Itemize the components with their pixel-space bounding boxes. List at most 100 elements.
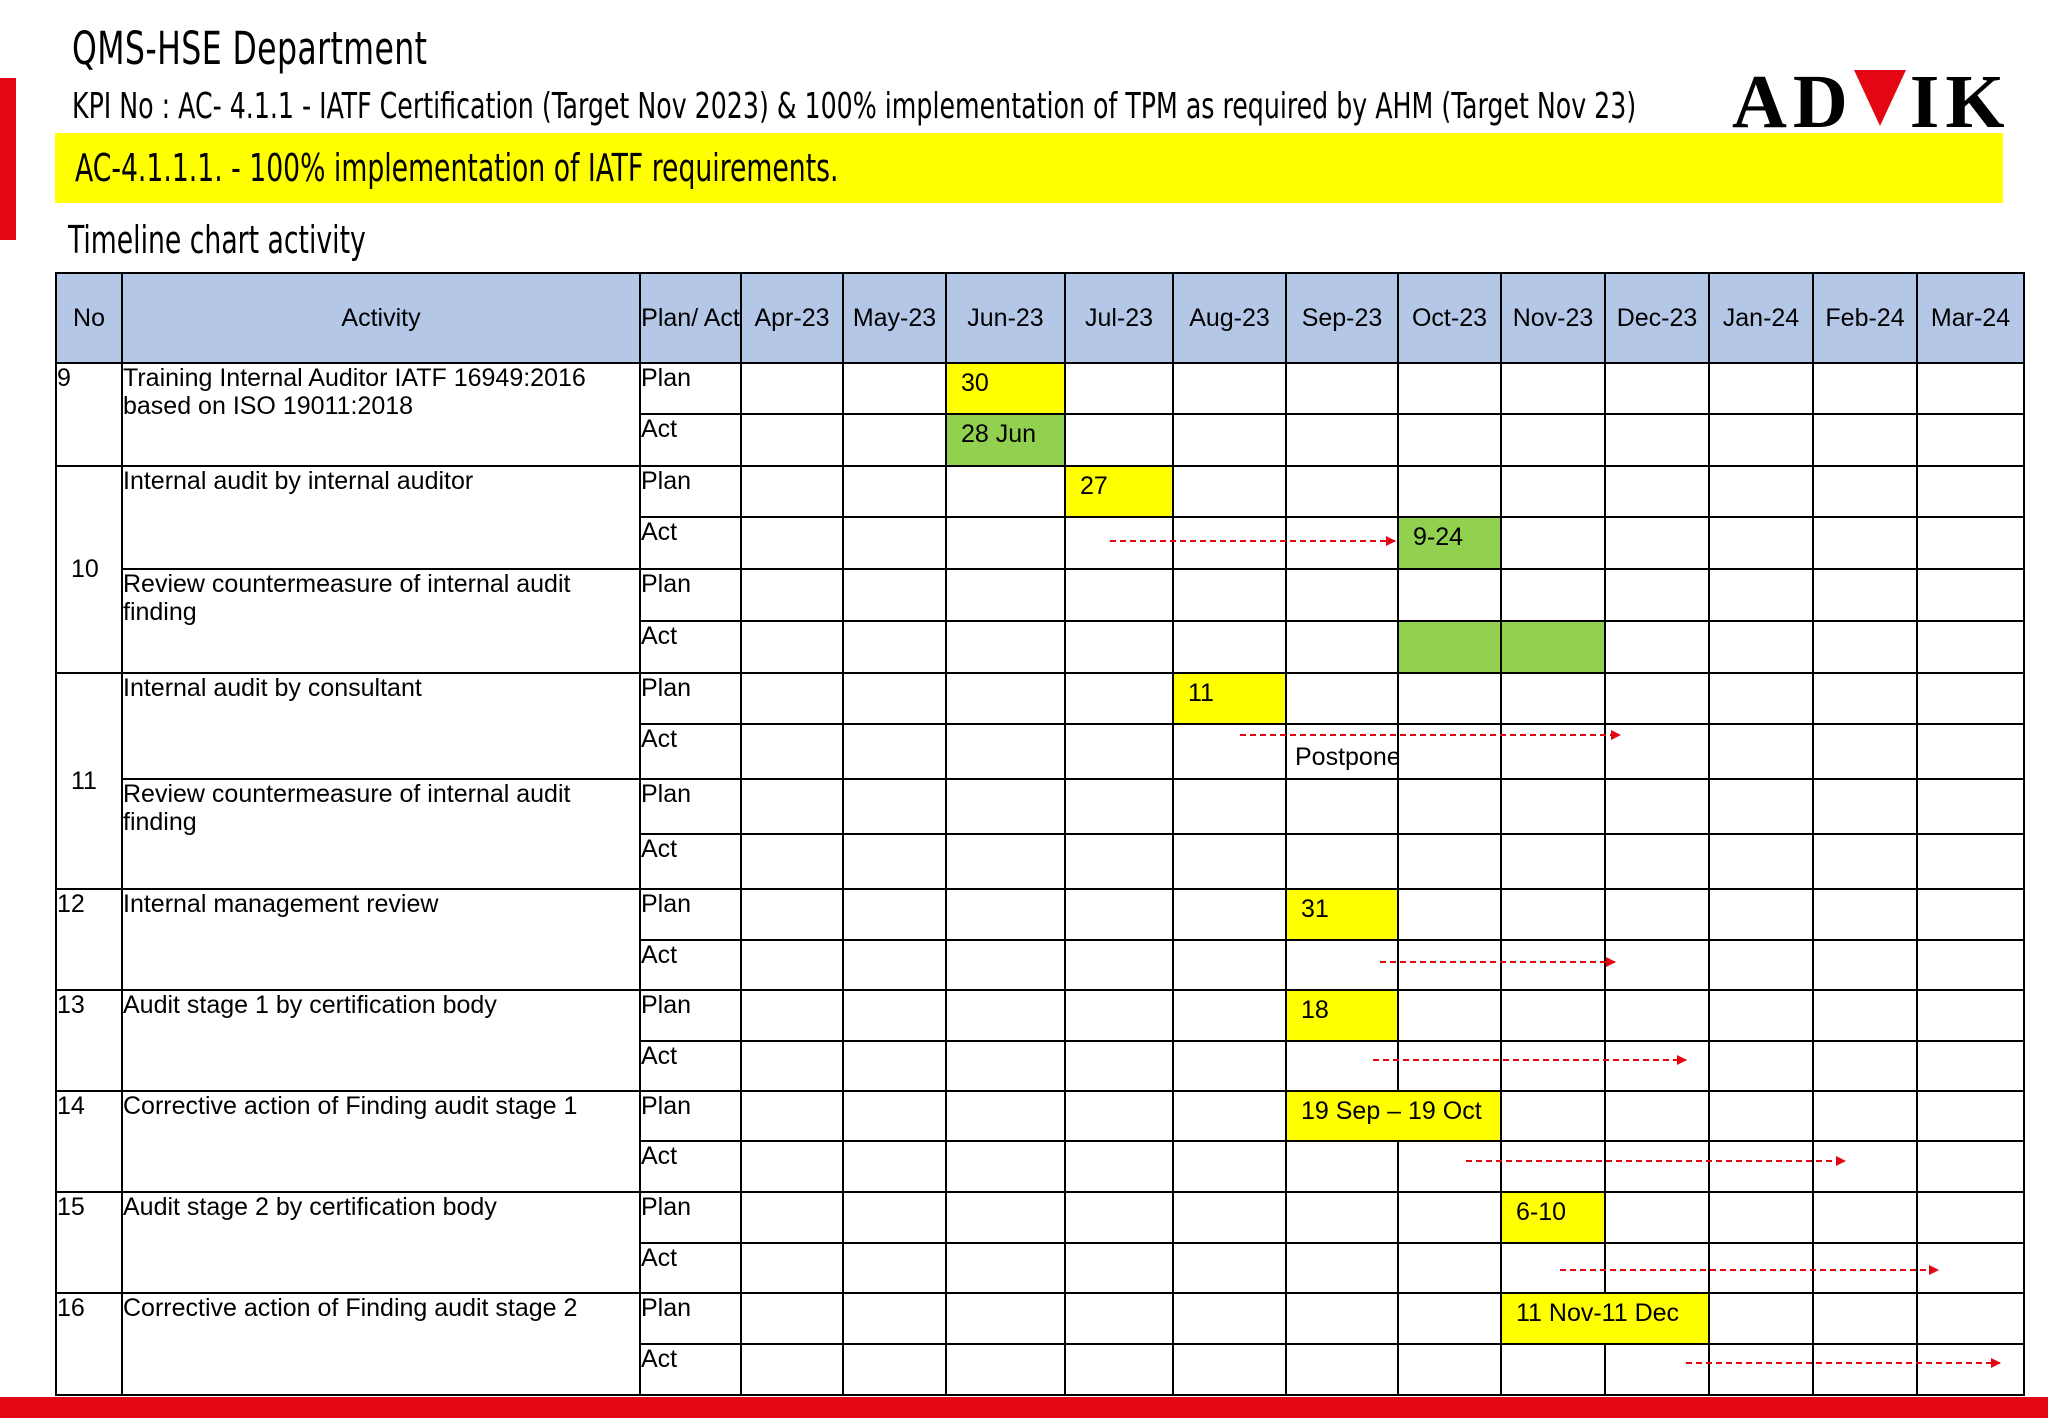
month-cell: [1916, 989, 2025, 1042]
month-cell: [1500, 939, 1606, 991]
month-cell: [1500, 1090, 1606, 1142]
month-cell: [1064, 516, 1174, 570]
month-cell: [842, 620, 947, 674]
table-row-plan: 9 Training Internal Auditor IATF 16949:20…: [55, 362, 2025, 467]
month-cell: [1397, 672, 1502, 725]
month-cell: [842, 413, 947, 467]
month-cell: [740, 723, 844, 780]
header-no: No: [55, 272, 123, 364]
month-cell: [1916, 723, 2025, 780]
month-cell: [1604, 723, 1710, 780]
plan-cell: 27: [1064, 465, 1174, 518]
kpi-line: KPI No : AC- 4.1.1 - IATF Certification …: [72, 86, 1637, 127]
month-cell: [740, 1140, 844, 1193]
month-cell: [1172, 888, 1287, 941]
table-row-plan: 13 Audit stage 1 by certification body Pla…: [55, 989, 2025, 1092]
month-cell: [1708, 989, 1814, 1042]
month-cell: [1172, 833, 1287, 890]
month-cell: [1500, 989, 1606, 1042]
month-cell: [1064, 1292, 1174, 1345]
month-cell: [945, 833, 1066, 890]
month-cell: [1708, 1191, 1814, 1244]
activity-name: Internal audit by consultant: [121, 672, 641, 780]
kpi-banner: AC-4.1.1.1. - 100% implementation of IAT…: [55, 133, 2003, 203]
month-cell: [1916, 1292, 2025, 1345]
month-cell: [1172, 1343, 1287, 1396]
header-activity: Activity: [121, 272, 641, 364]
month-cell: [1604, 1191, 1710, 1244]
month-cell: [1812, 778, 1918, 835]
cell-value: 30: [961, 369, 989, 397]
month-cell: [1916, 1140, 2025, 1193]
month-cell: [1172, 1242, 1287, 1294]
act-label: Act: [639, 1040, 742, 1092]
table-row-plan: 14 Corrective action of Finding audit sta…: [55, 1090, 2025, 1193]
month-cell: [1172, 939, 1287, 991]
header-month: Sep-23: [1285, 272, 1399, 364]
month-cell: [1500, 413, 1606, 467]
bottom-accent-bar: [0, 1397, 2048, 1418]
month-cell: [1500, 833, 1606, 890]
month-cell: [1064, 362, 1174, 415]
act-label: Act: [639, 833, 742, 890]
month-cell: [1397, 568, 1502, 622]
activity-name: Review countermeasure of internal audit …: [121, 778, 641, 890]
activity-name: Audit stage 2 by certification body: [121, 1191, 641, 1294]
month-cell: [1285, 620, 1399, 674]
month-cell: [1285, 362, 1399, 415]
month-cell: [1604, 778, 1710, 835]
month-cell: [1812, 465, 1918, 518]
plan-cell: 30: [945, 362, 1066, 415]
month-cell: [842, 672, 947, 725]
plan-cell: 19 Sep – 19 Oct: [1285, 1090, 1502, 1142]
month-cell: [842, 1040, 947, 1092]
month-cell: [842, 939, 947, 991]
month-cell: [945, 723, 1066, 780]
row-number: 14: [55, 1090, 123, 1193]
month-cell: [1812, 413, 1918, 467]
month-cell: [1812, 672, 1918, 725]
section-title: Timeline chart activity: [68, 218, 366, 262]
row-number: 11: [55, 672, 123, 890]
month-cell: [842, 1343, 947, 1396]
month-cell: [1500, 778, 1606, 835]
row-number: 13: [55, 989, 123, 1092]
table-header-row: No Activity Plan/ Act Apr-23 May-23 Jun-…: [55, 272, 2025, 364]
month-cell: [1916, 413, 2025, 467]
month-cell: [1397, 723, 1502, 780]
month-cell: [1708, 833, 1814, 890]
month-cell: [740, 568, 844, 622]
month-cell: [1916, 833, 2025, 890]
month-cell: [1285, 568, 1399, 622]
month-cell: [1500, 568, 1606, 622]
table-row-actual: Act Postpone (TBD): [56, 723, 2025, 780]
month-cell: [1812, 939, 1918, 991]
month-cell: [1812, 516, 1918, 570]
month-cell: [1708, 465, 1814, 518]
left-accent-bar: [0, 78, 16, 240]
cell-value: 18: [1301, 996, 1329, 1024]
month-cell: [1916, 1040, 2025, 1092]
month-cell: [740, 833, 844, 890]
month-cell: [1397, 1040, 1502, 1092]
table-row-actual: Act: [56, 833, 2025, 890]
plan-label: Plan: [639, 672, 742, 725]
month-cell: [1708, 723, 1814, 780]
act-label: Act: [639, 516, 742, 570]
month-cell: [945, 888, 1066, 941]
act-label: Act: [639, 939, 742, 991]
table-row-plan: 11 Internal audit by consultant Plan 11: [55, 672, 2025, 890]
month-cell: [842, 1090, 947, 1142]
month-cell: [1812, 1090, 1918, 1142]
month-cell: [1285, 1292, 1399, 1345]
month-cell: [1812, 1292, 1918, 1345]
month-cell: [1500, 465, 1606, 518]
month-cell: [1708, 413, 1814, 467]
month-cell: [1064, 1140, 1174, 1193]
month-cell: [1916, 362, 2025, 415]
month-cell: [1285, 1191, 1399, 1244]
month-cell: [740, 362, 844, 415]
header-month: Mar-24: [1916, 272, 2025, 364]
act-label: Act: [639, 620, 742, 674]
month-cell: [740, 1292, 844, 1345]
